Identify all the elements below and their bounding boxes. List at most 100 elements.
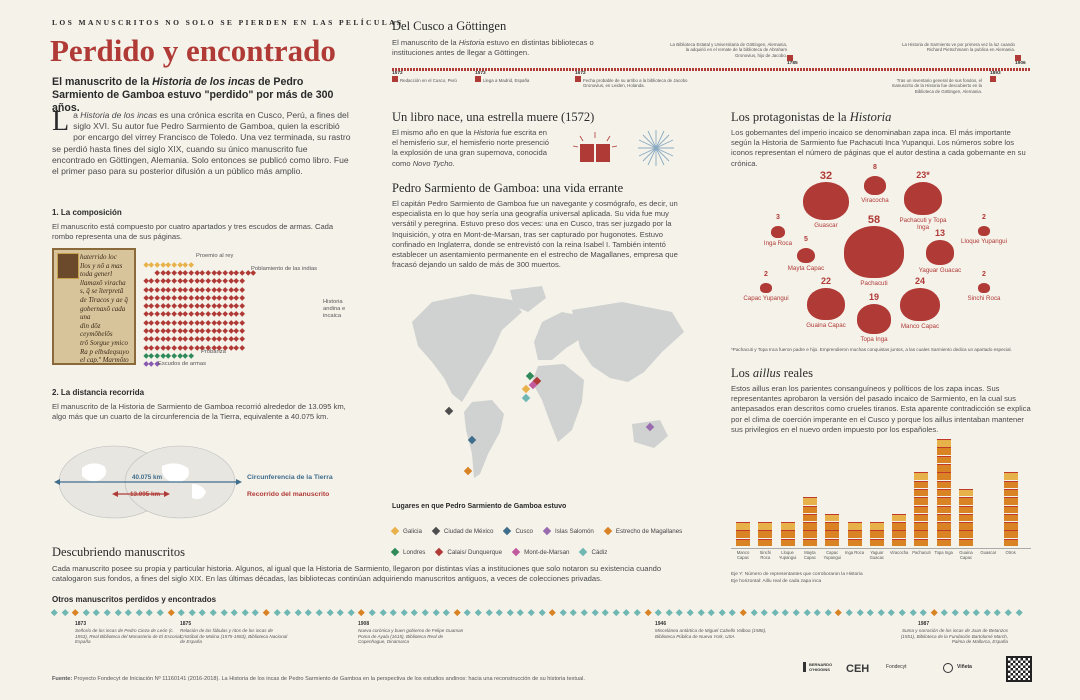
timeline-diamond bbox=[676, 609, 683, 616]
lead: El manuscrito de la Historia de los inca… bbox=[52, 76, 357, 115]
manuscript-image: haterrido loc Ilos y nō a mas toda generl l… bbox=[52, 248, 136, 365]
ruler-head-icon bbox=[856, 304, 892, 334]
chart-bar-segment bbox=[936, 488, 951, 497]
chart-bar-segment bbox=[1003, 522, 1018, 530]
ruler-name: Lloque Yupangui bbox=[961, 237, 1007, 245]
timeline-diamond bbox=[390, 609, 397, 616]
chart-bar-segment bbox=[959, 538, 973, 547]
chart-bar-segment bbox=[959, 497, 973, 505]
timeline-diamond bbox=[82, 609, 90, 616]
ayllus-heading: Los aillus reales bbox=[731, 366, 813, 381]
timeline-diamond bbox=[623, 609, 630, 616]
vineta-icon bbox=[943, 663, 953, 673]
timeline-diamond bbox=[824, 609, 832, 616]
footer-source-label: Fuente: bbox=[52, 676, 73, 682]
star-em: Historia bbox=[473, 128, 500, 137]
chart-bar-segment bbox=[736, 530, 750, 538]
timeline-diamond bbox=[687, 609, 694, 616]
chart-bar-segment bbox=[847, 530, 862, 538]
chart-bar-segment bbox=[914, 488, 929, 497]
chart-bar-segment bbox=[959, 513, 973, 522]
timeline-axis bbox=[392, 68, 1030, 71]
chart-bar-segment bbox=[959, 522, 973, 530]
timeline-book-icon bbox=[575, 76, 581, 82]
timeline-book-icon bbox=[475, 76, 481, 82]
ruler-pages: 8 bbox=[873, 164, 877, 171]
timeline-diamond bbox=[602, 609, 609, 616]
timeline-diamond bbox=[284, 609, 291, 616]
timeline-diamond bbox=[231, 609, 238, 616]
manuscript-line: s, q̄ se ĩterpretā bbox=[80, 287, 124, 296]
manuscript-line: Ilos y nō a mas bbox=[80, 261, 123, 270]
chart-bar-segment bbox=[1003, 538, 1018, 547]
chart-bar-segment bbox=[914, 538, 929, 547]
earth-value: 40.075 km bbox=[132, 474, 163, 481]
timeline-diamond bbox=[846, 609, 853, 616]
timeline-diamond bbox=[135, 609, 143, 616]
timeline-diamond bbox=[856, 609, 864, 616]
others-text: Señorío de los incas de Pedro Cieza de L… bbox=[75, 628, 182, 645]
composition-text: El manuscrito está compuesto por cuatro … bbox=[52, 222, 334, 242]
timeline-diamond bbox=[347, 609, 355, 616]
timeline-diamond bbox=[909, 609, 917, 616]
timeline-diamond bbox=[1015, 609, 1023, 616]
timeline-diamond bbox=[559, 609, 567, 616]
legend-swatch bbox=[579, 548, 588, 557]
bio-text: El capitán Pedro Sarmiento de Gamboa fue… bbox=[392, 199, 678, 270]
star-part: fue escrita en el hemisferio sur, el hem… bbox=[392, 128, 550, 168]
chart-category-label: Otros bbox=[1005, 550, 1016, 555]
ruler-name: Yaguar Guacac bbox=[918, 266, 962, 274]
chart-bar-segment bbox=[802, 538, 817, 547]
ruler-name: Mayta Capac bbox=[787, 265, 825, 273]
chart-category-label: Topa Inga bbox=[934, 550, 953, 555]
timeline-diamond bbox=[464, 609, 471, 616]
others-year: 1873 bbox=[75, 621, 87, 627]
label-historia: Historia andina e incaica bbox=[323, 299, 346, 319]
timeline-book-icon bbox=[787, 55, 793, 61]
ruler-name: Manco Capac bbox=[900, 323, 940, 331]
timeline-diamond bbox=[814, 609, 821, 616]
legend-item: Ciudad de México bbox=[431, 527, 493, 536]
label-poblamiento: Poblamiento de las indias bbox=[251, 266, 318, 272]
timeline-diamond bbox=[273, 609, 281, 616]
label-escudos: Escudos de armas bbox=[158, 361, 207, 367]
ruler-name: Pachacuti y Topa Inga bbox=[899, 216, 947, 231]
manuscript-line: de Tiracos y ae q̄ bbox=[80, 295, 128, 304]
timeline-diamond bbox=[793, 609, 800, 616]
timeline-diamond bbox=[549, 609, 556, 616]
logo-fondecyt: Fondecyt bbox=[886, 664, 907, 670]
timeline-year: 1893 bbox=[990, 71, 1001, 76]
legend-label: Londres bbox=[403, 549, 426, 556]
greenland bbox=[510, 286, 546, 312]
ruler-pages: 2 bbox=[982, 271, 986, 278]
timeline-diamond bbox=[157, 609, 164, 616]
timeline-diamond bbox=[379, 609, 387, 616]
legend-swatch bbox=[435, 548, 444, 557]
timeline-diamond bbox=[496, 609, 503, 616]
ruler-pages: 58 bbox=[867, 214, 881, 226]
chart-bar-segment bbox=[936, 513, 951, 522]
legend-label: Estrecho de Magallanes bbox=[615, 528, 683, 535]
legend-item: Londres bbox=[390, 548, 426, 557]
legend-item: Cusco bbox=[503, 527, 533, 536]
chart-bar-segment bbox=[914, 480, 929, 489]
legend-swatch bbox=[542, 527, 552, 536]
supernova-star bbox=[638, 130, 674, 166]
chart-category-label: Pachacuti bbox=[912, 550, 931, 555]
ruler-head-icon bbox=[863, 176, 887, 196]
manuscript-lines: haterrido loc Ilos y nō a mas toda generl l… bbox=[58, 253, 130, 363]
ruler-name: Inga Roca bbox=[763, 239, 793, 247]
timeline-diamond bbox=[93, 609, 100, 616]
gottingen-part: El manuscrito de la bbox=[392, 38, 459, 47]
star-part: El mismo año en que la bbox=[392, 128, 474, 137]
lead-em: Historia de los incas bbox=[152, 76, 256, 88]
timeline-diamond bbox=[538, 609, 546, 616]
chart-bar-segment bbox=[869, 530, 884, 538]
timeline-diamond bbox=[72, 609, 79, 616]
chart-category-label: Sinchi Roca bbox=[759, 550, 771, 560]
manuscript-line: gobernaxō cada una bbox=[80, 304, 126, 322]
timeline-diamond bbox=[506, 609, 514, 616]
chart-bar-segment bbox=[758, 538, 773, 547]
chart-category-label: Inga Roca bbox=[844, 550, 865, 555]
